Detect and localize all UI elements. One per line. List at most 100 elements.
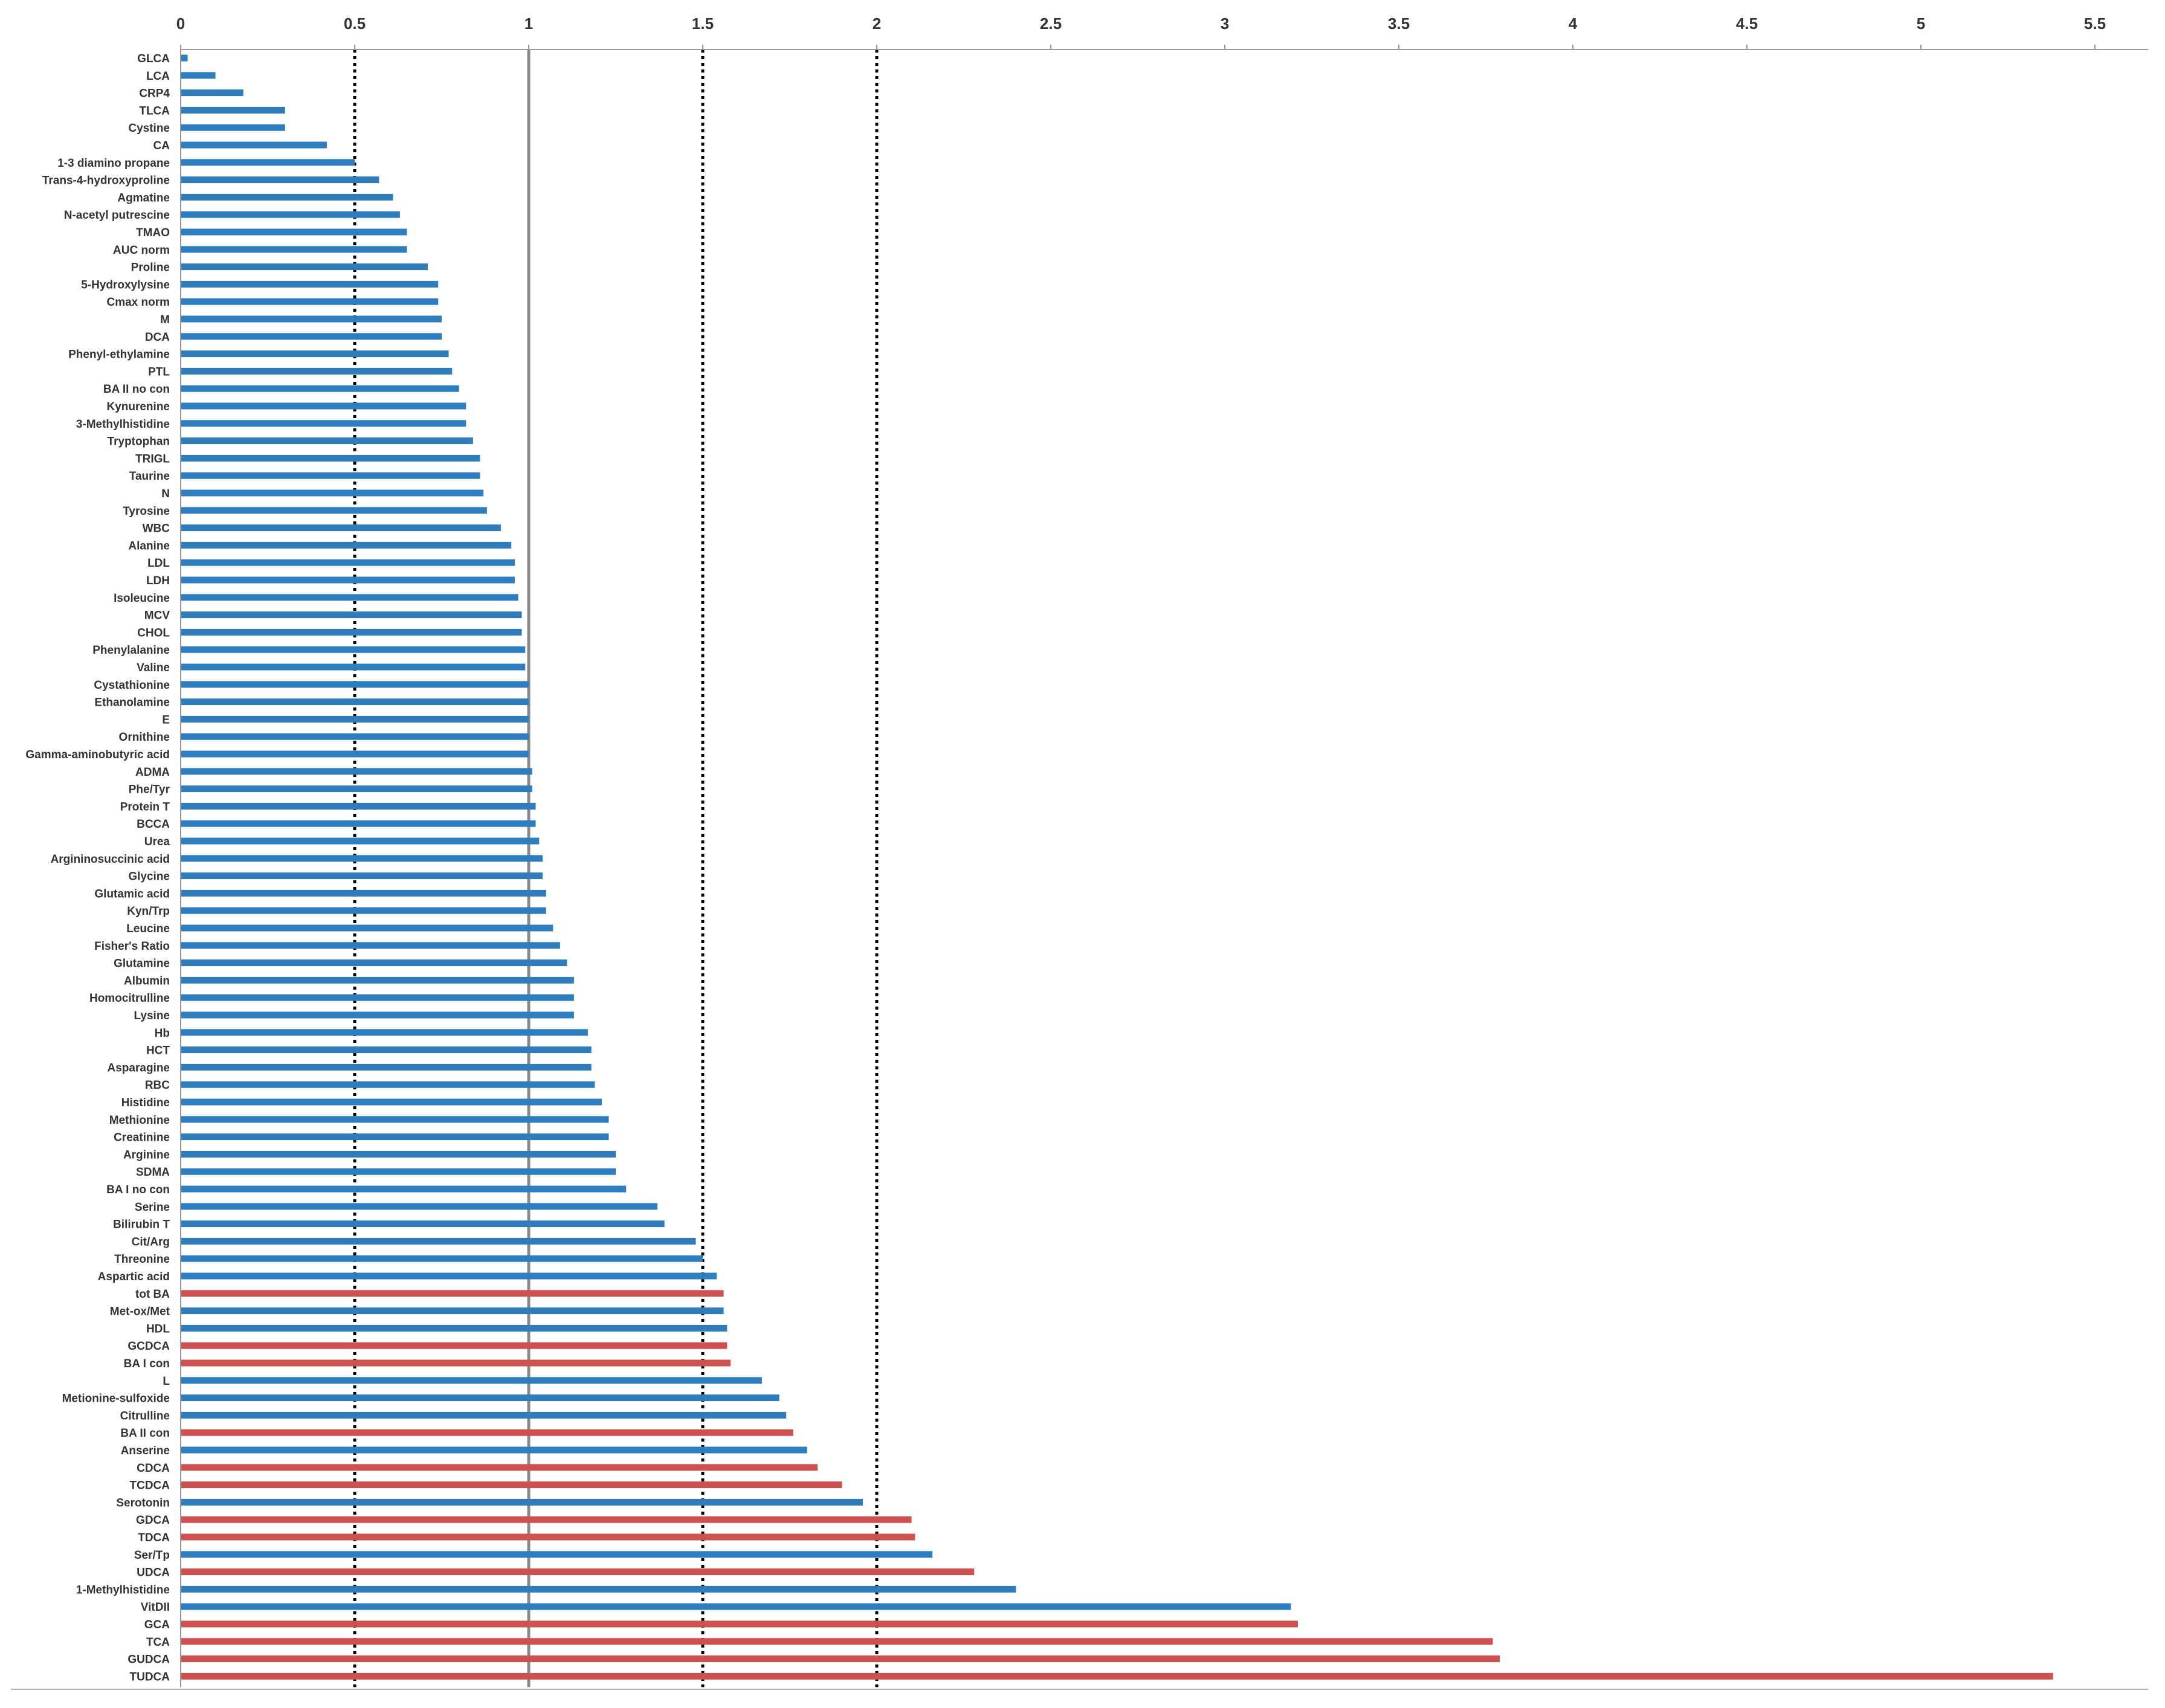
bar [181, 1046, 592, 1054]
category-label: Protein T [120, 801, 170, 813]
bar [181, 246, 407, 253]
category-label: M [160, 314, 170, 326]
bar [181, 976, 574, 984]
category-label: BA I con [124, 1358, 170, 1370]
category-label: E [162, 714, 170, 726]
category-label: WBC [143, 523, 170, 535]
bar [181, 1429, 793, 1436]
bar [181, 663, 526, 671]
category-label: Ornithine [119, 731, 170, 744]
category-label: Phe/Tyr [129, 784, 170, 796]
x-tick-label: 4.5 [1736, 15, 1758, 33]
bar [181, 211, 400, 218]
x-tick-label: 2 [873, 15, 881, 33]
category-label: Lysine [134, 1010, 170, 1022]
category-label: Phenylalanine [92, 644, 170, 657]
category-label: Kynurenine [106, 401, 170, 413]
bar [181, 1272, 717, 1280]
bar [181, 1446, 807, 1454]
bar [181, 333, 442, 340]
category-label: Tryptophan [108, 436, 170, 448]
bar [181, 437, 473, 445]
bar [181, 1220, 665, 1228]
category-label: MCV [144, 610, 170, 622]
category-label: TUDCA [130, 1671, 170, 1683]
category-label: RBC [145, 1079, 170, 1092]
category-label: LCA [146, 70, 170, 83]
category-label: Valine [137, 662, 170, 674]
bar [181, 1237, 696, 1245]
category-label: TCA [146, 1636, 170, 1649]
bar [181, 628, 522, 636]
bar [181, 1655, 1500, 1663]
category-label: BCCA [137, 818, 170, 831]
bar [181, 715, 529, 723]
category-label: CDCA [137, 1462, 170, 1475]
category-label: Agmatine [117, 192, 170, 204]
bar [181, 385, 459, 392]
category-label: TCDCA [130, 1480, 170, 1492]
category-label: DCA [145, 331, 170, 344]
category-label: L [163, 1375, 170, 1388]
x-tick-label: 5.5 [2084, 15, 2106, 33]
bar [181, 681, 529, 688]
category-label: N [161, 488, 170, 500]
bar [181, 1638, 1493, 1645]
category-label: SDMA [136, 1166, 170, 1179]
bar [181, 1185, 627, 1193]
category-label: Isoleucine [114, 592, 170, 605]
category-label: PTL [148, 366, 170, 378]
bar [181, 907, 546, 914]
bar [181, 106, 285, 114]
category-label: GLCA [137, 53, 170, 65]
x-axis: 0 0.5 1 1.5 2 2.5 3 3.5 4 4.5 5 5.5 [11, 15, 2148, 1690]
category-label: Metionine-sulfoxide [62, 1393, 170, 1405]
bar [181, 228, 407, 236]
bar [181, 1150, 616, 1158]
category-label: Taurine [129, 470, 170, 483]
category-label: ADMA [135, 766, 170, 779]
bar [181, 54, 188, 62]
bar [181, 785, 532, 793]
bar [181, 559, 515, 566]
bar [181, 994, 574, 1001]
category-label: LDH [146, 575, 170, 587]
category-label: Glycine [128, 871, 170, 883]
bar [181, 889, 546, 897]
category-label: Glutamine [114, 958, 170, 970]
bar [181, 1029, 588, 1036]
category-label: N-acetyl putrescine [64, 209, 170, 222]
category-label: Gamma-aminobutyric acid [25, 749, 170, 761]
category-label: Tyrosine [123, 505, 170, 518]
category-label: AUC norm [113, 244, 170, 257]
x-tick-label: 1 [524, 15, 533, 33]
category-label: Proline [131, 262, 170, 274]
bar [181, 594, 518, 601]
bar [181, 1203, 658, 1210]
category-label: Met-ox/Met [110, 1306, 170, 1318]
category-label: Alanine [128, 540, 170, 552]
bar [181, 280, 439, 288]
bar [181, 698, 529, 706]
bar [181, 315, 442, 323]
category-label: Threonine [114, 1253, 170, 1266]
bar [181, 1672, 2053, 1680]
bar [181, 733, 529, 740]
bar [181, 942, 560, 949]
bar [181, 611, 522, 619]
bar [181, 1098, 602, 1106]
category-label: VitDII [141, 1601, 170, 1614]
bar [181, 402, 466, 410]
bar [181, 820, 536, 827]
bar [181, 1498, 863, 1506]
category-label: HDL [146, 1323, 170, 1335]
category-label: Fisher's Ratio [94, 940, 170, 953]
bar [181, 837, 540, 845]
bar [181, 1464, 818, 1471]
bar [181, 1394, 779, 1402]
category-label: Trans-4-hydroxyproline [42, 175, 170, 187]
bar [181, 576, 515, 584]
bar [181, 524, 501, 532]
bar [181, 1568, 975, 1576]
